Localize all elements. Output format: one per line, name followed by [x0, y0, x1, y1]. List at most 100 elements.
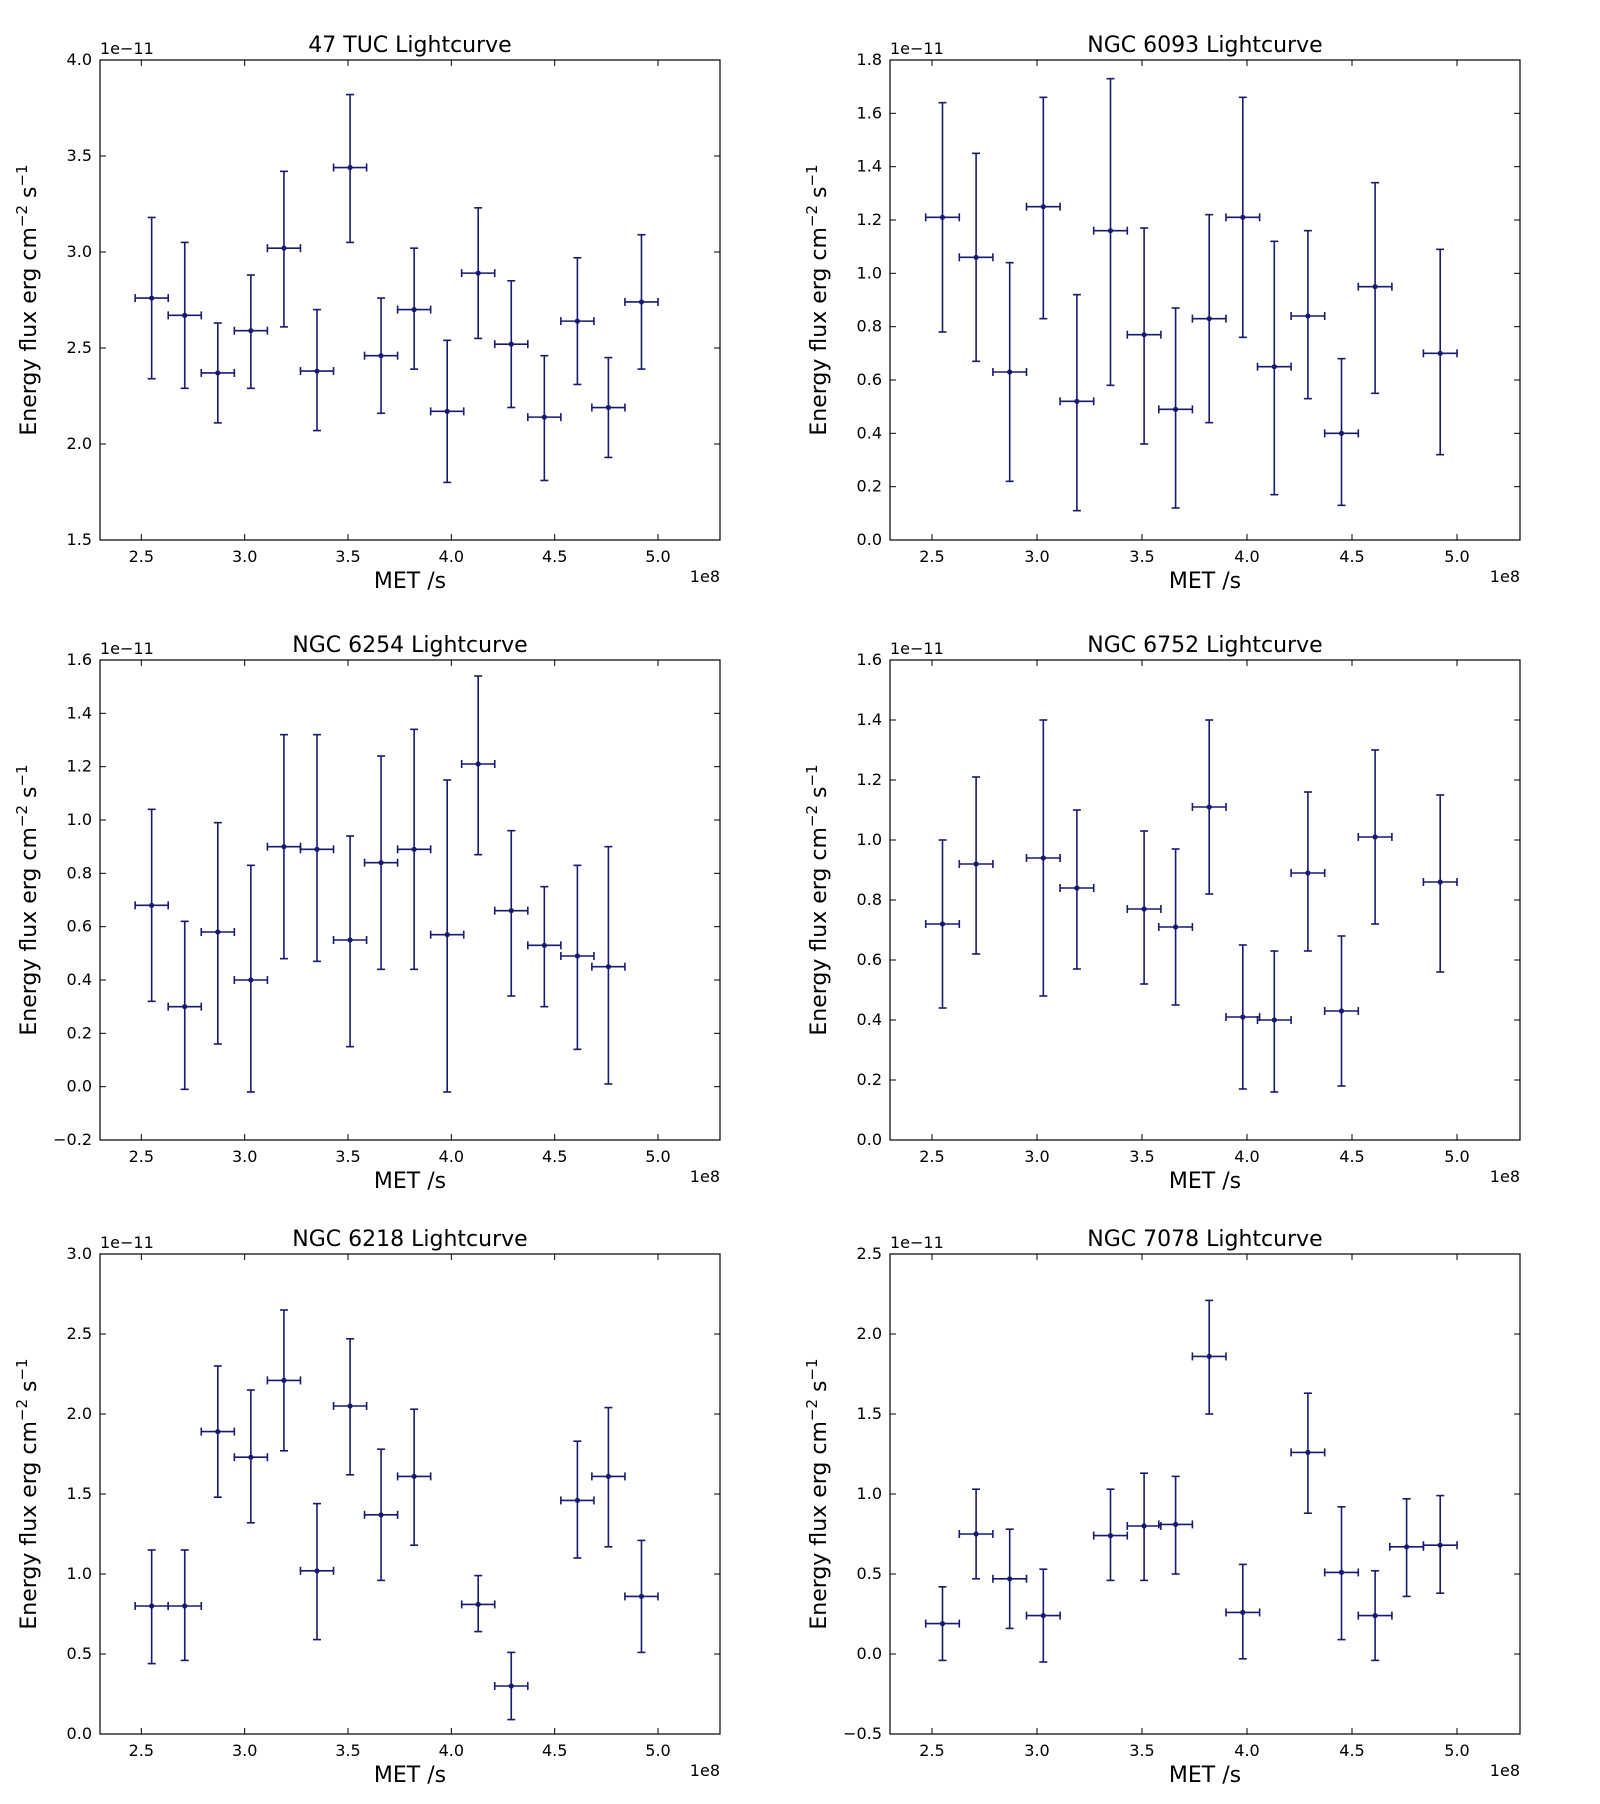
- data-marker: [973, 861, 979, 867]
- data-point-4: [1059, 293, 1095, 512]
- data-marker: [1372, 834, 1378, 840]
- x-tick-label: 4.0: [439, 1147, 464, 1166]
- data-point-6: [332, 93, 368, 244]
- data-marker: [149, 295, 155, 301]
- y-axis-label-superscript: −2: [803, 805, 821, 827]
- x-axis-label: MET /s: [1169, 1763, 1241, 1788]
- data-marker: [1271, 1017, 1277, 1023]
- data-marker: [281, 844, 287, 850]
- y-offset-label: 1e−11: [890, 1233, 944, 1252]
- data-marker: [1338, 430, 1345, 436]
- y-tick-label: 0.6: [857, 950, 882, 969]
- y-axis-label: Energy flux erg cm−2 s−1: [803, 764, 832, 1035]
- data-point-11: [1290, 229, 1326, 400]
- data-point-12: [1323, 357, 1360, 507]
- data-marker: [541, 414, 547, 420]
- y-axis-label: Energy flux erg cm−2 s−1: [13, 764, 42, 1035]
- data-point-5: [299, 1502, 335, 1641]
- chart-panel-ngc-6752: 2.5 3.0 3.5 4.0 4.5 5.0 0.0 0.2 0.4 0.6 0.8 1.0 1.2 1…: [803, 633, 1521, 1194]
- chart-title: NGC 6093 Lightcurve: [1087, 33, 1322, 58]
- data-marker: [1240, 1014, 1246, 1020]
- data-marker: [1040, 204, 1046, 210]
- y-axis-label-part: Energy flux erg cm: [17, 1421, 42, 1630]
- data-marker: [378, 1512, 384, 1518]
- data-marker: [1437, 1542, 1443, 1548]
- data-point-3: [1025, 1568, 1061, 1663]
- y-axis-label: Energy flux erg cm−2 s−1: [13, 1358, 42, 1629]
- data-point-10: [1323, 1506, 1360, 1641]
- x-tick-label: 3.5: [1129, 547, 1154, 566]
- x-offset-label: 1e8: [1490, 1167, 1520, 1186]
- data-marker: [314, 1568, 320, 1574]
- data-marker: [1338, 1008, 1345, 1014]
- y-axis-label-superscript: −2: [803, 1399, 821, 1421]
- plot-area: [99, 1253, 721, 1735]
- data-point-9: [429, 779, 465, 1093]
- x-tick-label: 4.5: [542, 547, 567, 566]
- y-tick-label: 1.2: [67, 757, 92, 776]
- y-tick-label: 1.4: [857, 157, 882, 176]
- data-marker: [1173, 1521, 1179, 1527]
- y-tick-label: 2.5: [857, 1244, 882, 1263]
- x-offset-label: 1e8: [690, 1167, 720, 1186]
- data-marker: [1404, 1544, 1410, 1550]
- data-point-7: [363, 755, 399, 971]
- data-point-7: [363, 297, 399, 415]
- data-point-14: [1422, 248, 1458, 456]
- y-tick-label: 0.2: [67, 1023, 92, 1042]
- data-marker: [1107, 1533, 1114, 1539]
- data-point-5: [299, 308, 335, 432]
- data-marker: [508, 1683, 514, 1689]
- plot-area: [99, 59, 721, 541]
- data-point-10: [1323, 935, 1360, 1087]
- x-axis-label: MET /s: [374, 1169, 446, 1194]
- data-marker: [444, 408, 450, 414]
- x-tick-label: 2.5: [919, 547, 944, 566]
- data-point-0: [134, 216, 169, 380]
- data-point-7: [1191, 1299, 1227, 1415]
- y-axis-label-superscript: −1: [803, 164, 821, 186]
- data-marker: [347, 937, 353, 943]
- data-marker: [182, 1603, 188, 1609]
- x-tick-label: 3.5: [335, 547, 360, 566]
- x-tick-label: 2.5: [129, 1741, 154, 1760]
- y-offset-label: 1e−11: [100, 639, 154, 658]
- y-tick-label: 0.6: [857, 370, 882, 389]
- y-axis-label-part: Energy flux erg cm: [807, 1421, 832, 1630]
- data-marker: [605, 404, 611, 411]
- y-axis-label-superscript: −2: [13, 805, 31, 827]
- y-tick-label: 1.5: [857, 1404, 882, 1423]
- x-tick-label: 5.0: [1444, 1147, 1469, 1166]
- plot-area: [889, 659, 1521, 1141]
- x-tick-label: 3.5: [1129, 1741, 1154, 1760]
- data-point-10: [460, 207, 496, 340]
- data-point-12: [526, 885, 562, 1008]
- x-tick-label: 3.0: [1024, 547, 1049, 566]
- y-tick-label: 1.0: [857, 1484, 882, 1503]
- data-point-2: [200, 322, 236, 424]
- data-marker: [378, 353, 384, 359]
- data-point-8: [1191, 213, 1227, 424]
- data-marker: [1240, 1609, 1246, 1615]
- x-offset-label: 1e8: [1490, 567, 1520, 586]
- data-marker: [1372, 1613, 1378, 1619]
- data-marker: [574, 1497, 580, 1503]
- data-marker: [248, 1454, 254, 1460]
- data-point-9: [1290, 791, 1326, 952]
- data-point-9: [1290, 1392, 1326, 1515]
- y-tick-label: 2.0: [67, 434, 92, 453]
- y-tick-label: 1.0: [67, 1564, 92, 1583]
- data-point-2: [992, 261, 1028, 483]
- data-marker: [1141, 906, 1147, 912]
- y-axis-label-part: s: [807, 787, 832, 805]
- data-marker: [475, 761, 481, 767]
- x-tick-label: 2.5: [129, 547, 154, 566]
- x-tick-label: 3.0: [232, 547, 257, 566]
- data-marker: [939, 1621, 946, 1627]
- data-marker: [1338, 1569, 1345, 1575]
- data-marker: [1141, 332, 1147, 338]
- data-point-9: [429, 339, 465, 484]
- y-tick-label: 1.5: [67, 1484, 92, 1503]
- data-point-5: [299, 733, 335, 963]
- data-marker: [1206, 804, 1212, 810]
